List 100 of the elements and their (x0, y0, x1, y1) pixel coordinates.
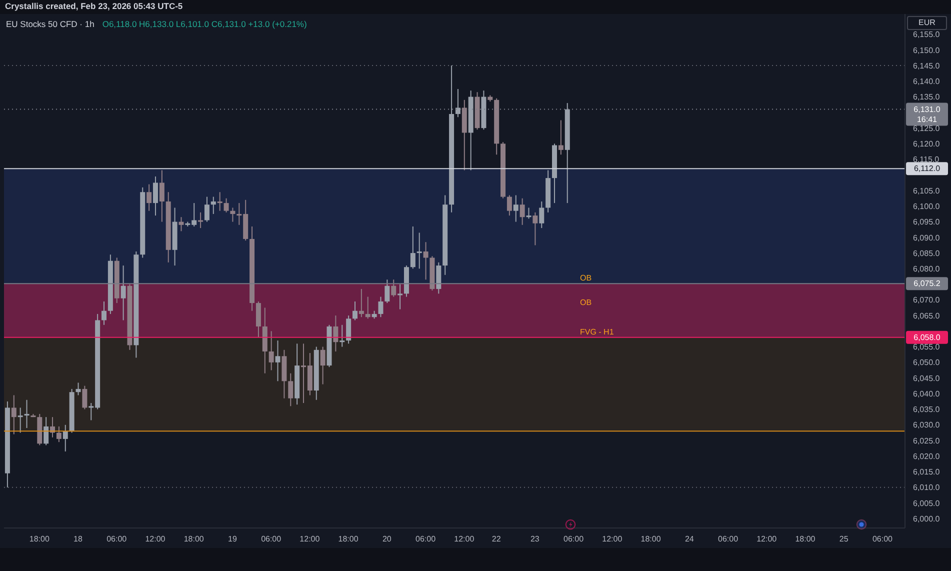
x-tick-label: 22 (492, 534, 502, 544)
candlestick (558, 120, 564, 156)
candlestick (224, 198, 229, 213)
x-tick-label: 18:00 (184, 534, 204, 544)
x-tick-label: 06:00 (564, 534, 584, 544)
candlestick (268, 330, 274, 371)
y-tick-label: 6,045.0 (913, 374, 940, 383)
candlestick (56, 426, 62, 443)
candlestick (198, 212, 204, 229)
annotation: OB (580, 274, 592, 283)
candlestick (391, 279, 396, 298)
candlestick (82, 385, 88, 410)
candlestick (539, 200, 544, 229)
y-tick-label: 6,100.0 (913, 202, 940, 212)
candlestick (378, 296, 384, 318)
candlestick (120, 265, 126, 321)
text: O6,118.0 H6,133.0 L6,101.0 C6,131.0 +13.0 (+0.21%) (102, 19, 307, 29)
candlestick (178, 216, 184, 232)
y-tick-label: 6,140.0 (913, 77, 940, 86)
x-tick-label: 12:00 (602, 534, 623, 544)
candlestick (230, 207, 236, 222)
x-tick-label: 18:00 (640, 534, 662, 544)
x-tick-label: 24 (684, 534, 694, 544)
y-tick-label: 6,135.0 (913, 92, 940, 102)
candlestick (18, 407, 23, 434)
y-tick-label: 6,050.0 (913, 358, 940, 368)
y-tick-label: 6,125.0 (913, 124, 940, 133)
y-tick-label: 6,070.0 (913, 296, 940, 305)
candlestick (423, 242, 428, 280)
candlestick (352, 300, 358, 321)
candlestick (102, 300, 106, 326)
candlestick (11, 394, 16, 435)
candlestick (152, 176, 158, 216)
candlestick (506, 194, 512, 216)
candlestick (365, 296, 370, 320)
x-tick-label: 06:00 (718, 534, 739, 544)
y-tick-label: 6,005.0 (913, 498, 940, 508)
candlestick (358, 288, 364, 318)
y-tick-label: 6,055.0 (913, 342, 940, 352)
candlestick (340, 324, 345, 348)
candlestick (398, 284, 403, 310)
ref-line-label: 6,131.0 16:41 (914, 104, 941, 124)
x-tick-label: 06:00 (416, 534, 436, 544)
candlestick (455, 88, 460, 118)
candlestick (217, 192, 222, 212)
candlestick (210, 196, 216, 214)
y-tick-label: 6,065.0 (913, 311, 940, 320)
candlestick (146, 184, 152, 212)
y-tick-label: 6,020.0 (913, 452, 940, 461)
y-tick-label: 6,095.0 (913, 218, 940, 227)
x-tick-label: 06:00 (261, 534, 282, 544)
annotation: OB (580, 298, 592, 308)
x-tick-label: 12:00 (756, 534, 778, 544)
candlestick (320, 346, 326, 385)
y-tick-label: 6,145.0 (913, 61, 940, 70)
candlestick (275, 340, 280, 382)
candlestick (288, 372, 294, 407)
y-axis-title: EUR (907, 16, 947, 30)
candlestick (346, 315, 352, 344)
candlestick (526, 207, 532, 220)
y-tick-label: 6,090.0 (913, 233, 940, 242)
candlestick (44, 416, 49, 446)
candlestick (333, 315, 338, 352)
x-tick-label: 23 (530, 534, 540, 544)
candlestick (520, 198, 525, 226)
candlestick (410, 226, 416, 270)
band-label: FVG - H1 (580, 327, 614, 336)
y-tick-label: 6,010.0 (913, 483, 940, 492)
x-tick-label: 25 (839, 534, 849, 544)
x-tick-label: 06:00 (106, 534, 128, 544)
candlestick (159, 170, 164, 222)
y-tick-label: 6,015.0 (913, 468, 940, 477)
x-tick-label: 18 (74, 534, 84, 544)
candlestick (416, 232, 422, 270)
y-tick-label: 6,080.0 (913, 264, 940, 274)
y-tick-label: 6,105.0 (913, 186, 940, 196)
x-tick-label: 18:00 (29, 534, 50, 544)
candlestick (204, 196, 210, 222)
x-tick-label: 20 (382, 534, 392, 544)
ref-line-label: 6,112.0 (914, 164, 941, 174)
text: EU Stocks 50 CFD · 1h (6, 19, 94, 29)
candlestick (384, 279, 390, 304)
y-tick-label: 6,035.0 (913, 405, 940, 414)
candlestick (256, 300, 261, 338)
candlestick (24, 399, 30, 429)
x-tick-label: 18:00 (795, 534, 816, 544)
candlestick (513, 194, 518, 222)
x-tick-label: 18:00 (338, 534, 359, 544)
x-tick-label: 12:00 (145, 534, 166, 544)
y-tick-label: 6,115.0 (913, 155, 940, 164)
x-tick-label: 12:00 (300, 534, 320, 544)
candlestick (532, 212, 538, 246)
candlestick (76, 382, 81, 396)
ref-line-label: 6,075.2 (914, 279, 941, 288)
ref-line-label: 6,058.0 (914, 332, 941, 342)
y-tick-label: 6,025.0 (913, 436, 940, 446)
x-tick-label: 19 (228, 534, 238, 544)
x-tick-label: 12:00 (454, 534, 475, 544)
text: Crystallis created, Feb 23, 2026 05:43 UTC-5 (5, 1, 183, 11)
y-tick-label: 6,155.0 (913, 30, 940, 40)
